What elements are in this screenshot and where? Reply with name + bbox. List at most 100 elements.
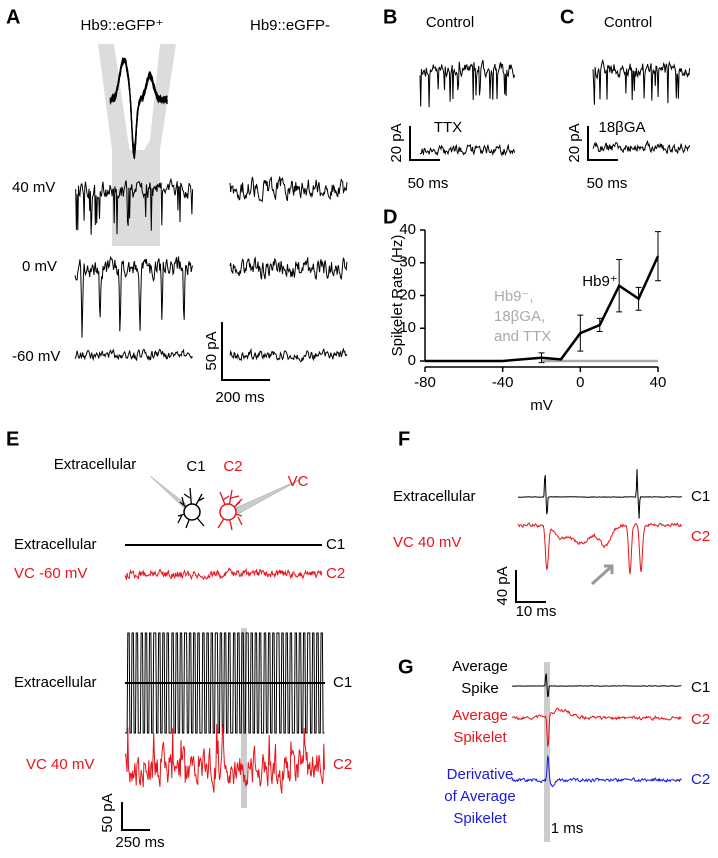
scale-label: 20 pA <box>388 123 405 162</box>
y-tick-label: 0 <box>408 352 416 369</box>
row-label: Average <box>452 707 508 724</box>
panel-label: A <box>6 6 20 28</box>
row-label: VC -60 mV <box>14 565 87 582</box>
trace <box>511 755 682 788</box>
title: Hb9::eGFP⁺ <box>81 17 164 34</box>
cell-label: C2 <box>333 756 352 773</box>
annotation: Hb9⁻, <box>494 288 534 305</box>
row-label: Spike <box>461 680 499 697</box>
scale-bar <box>587 126 618 161</box>
scale-label: 1 ms <box>551 820 584 837</box>
row-label: Spikelet <box>453 729 507 746</box>
cell-label: C2 <box>691 711 710 728</box>
scale-label: 200 ms <box>215 389 264 406</box>
label: Control <box>604 14 652 31</box>
row-label: Derivative <box>447 766 514 783</box>
trace <box>419 59 515 108</box>
label: C1 <box>186 458 205 475</box>
row-label: 40 mV <box>12 179 55 196</box>
x-axis-label: mV <box>530 397 553 414</box>
cell-label: C1 <box>691 488 710 505</box>
panel-label: C <box>560 6 574 28</box>
row-label: Average <box>452 658 508 675</box>
highlight <box>544 662 550 842</box>
annotation: and TTX <box>494 328 551 345</box>
panel-label: B <box>383 6 397 28</box>
label: 18βGA <box>599 119 646 136</box>
x-tick-label: 40 <box>650 374 667 391</box>
cell-label: C1 <box>691 679 710 696</box>
scale-bar <box>121 802 150 831</box>
error-bar <box>635 286 642 311</box>
label: C2 <box>223 458 242 475</box>
pipette <box>98 44 176 246</box>
scale-label: 250 ms <box>115 834 164 851</box>
x-tick-label: -80 <box>414 374 436 391</box>
y-tick-label: 40 <box>399 221 416 238</box>
row-label: -60 mV <box>12 348 60 365</box>
series-label: Hb9⁺ <box>582 273 617 290</box>
y-tick-label: 20 <box>399 286 416 303</box>
trace <box>419 143 515 157</box>
panel-label: G <box>398 656 414 678</box>
trace <box>517 469 682 519</box>
panel-label: F <box>398 428 410 450</box>
cell-label: C2 <box>691 528 710 545</box>
y-tick-label: 10 <box>399 319 416 336</box>
row-label: 0 mV <box>22 258 57 275</box>
row-label: Spikelet <box>453 810 507 827</box>
trace <box>592 139 691 154</box>
trace <box>74 255 194 338</box>
x-tick-label: -40 <box>492 374 514 391</box>
panel-label: D <box>383 206 397 228</box>
title: Hb9::eGFP- <box>250 17 330 34</box>
label: VC <box>288 473 309 490</box>
scale-label: 50 ms <box>408 175 449 192</box>
arrow <box>590 564 614 586</box>
x-tick-label: 0 <box>576 374 584 391</box>
scale-label: 20 pA <box>566 123 583 162</box>
row-label: VC 40 mV <box>393 534 461 551</box>
row-label: of Average <box>444 788 515 805</box>
trace <box>229 347 348 363</box>
trace <box>517 522 683 575</box>
scale-label: 50 ms <box>587 175 628 192</box>
trace <box>229 176 348 203</box>
trace <box>124 567 323 581</box>
y-tick-label: 30 <box>399 254 416 271</box>
error-bar <box>655 231 661 282</box>
error-bar <box>538 352 545 364</box>
scale-label: 10 ms <box>516 603 557 620</box>
scale-label: 50 pA <box>203 331 220 370</box>
cell <box>183 503 201 521</box>
scale-label: 50 pA <box>99 793 116 832</box>
cell-label: C2 <box>691 771 710 788</box>
row-label: Extracellular <box>393 488 476 505</box>
cell-label: C1 <box>333 674 352 691</box>
cell-label: C2 <box>326 565 345 582</box>
scale-bar <box>221 322 270 381</box>
series-line <box>425 255 660 363</box>
trace <box>74 348 193 362</box>
annotation: 18βGA, <box>494 308 545 325</box>
label: Control <box>426 14 474 31</box>
trace <box>74 177 194 235</box>
scale-bar <box>409 126 440 161</box>
error-bar <box>596 317 603 333</box>
panel-label: E <box>6 428 19 450</box>
trace <box>229 256 348 281</box>
row-label: Extracellular <box>14 674 97 691</box>
scale-label: 40 pA <box>494 566 511 605</box>
label: Extracellular <box>54 456 137 473</box>
trace <box>124 723 325 794</box>
error-bar <box>577 314 584 352</box>
scale-bar <box>515 570 546 603</box>
cell-label: C1 <box>326 536 345 553</box>
trace <box>511 707 682 747</box>
row-label: VC 40 mV <box>26 756 94 773</box>
error-bar <box>616 258 623 313</box>
trace <box>592 58 691 105</box>
y-axis-label: Spikelet Rate (Hz) <box>389 235 406 357</box>
trace <box>109 57 168 160</box>
